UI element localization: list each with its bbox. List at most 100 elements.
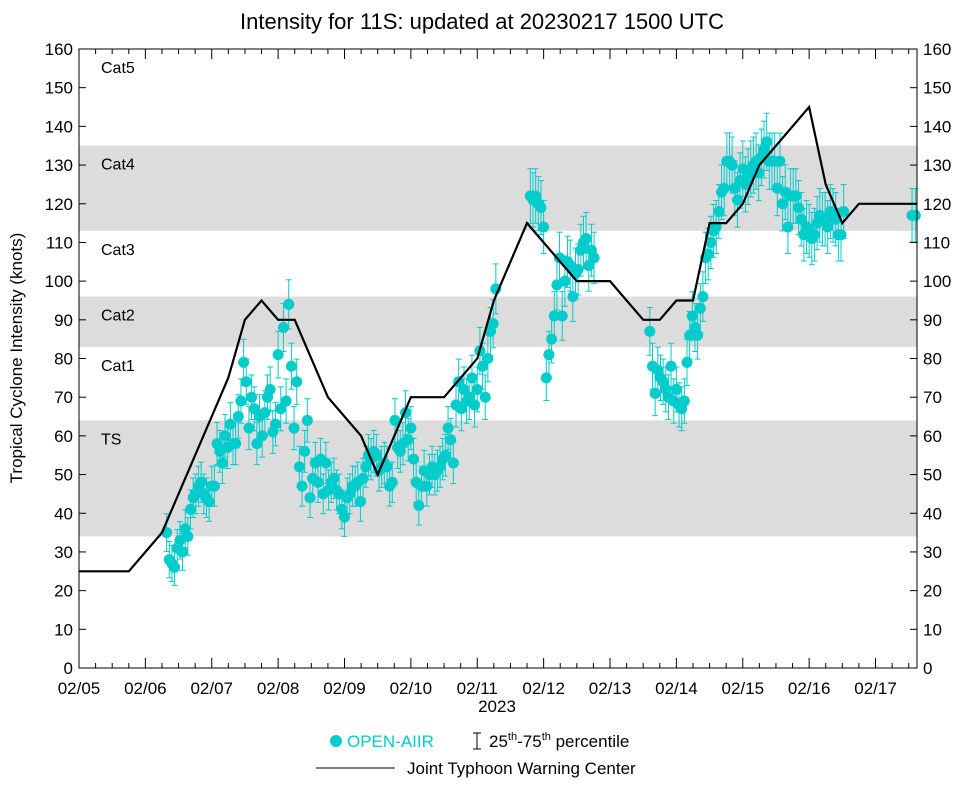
x-tick-label: 02/15	[721, 679, 764, 698]
y-tick-label-left: 120	[45, 195, 73, 214]
open-aiir-point	[782, 221, 794, 233]
legend-error-bar-icon	[473, 732, 481, 750]
open-aiir-point	[726, 159, 738, 171]
x-tick-label: 02/06	[124, 679, 167, 698]
y-tick-label-right: 30	[923, 543, 942, 562]
open-aiir-points	[161, 136, 921, 573]
open-aiir-point	[455, 403, 467, 415]
band-label-cat5: Cat5	[101, 60, 135, 77]
x-tick-label: 02/10	[390, 679, 433, 698]
open-aiir-point	[264, 383, 276, 395]
y-tick-label-right: 60	[923, 427, 942, 446]
open-aiir-point	[681, 356, 693, 368]
open-aiir-point	[777, 198, 789, 210]
open-aiir-point	[822, 221, 834, 233]
open-aiir-point	[230, 438, 242, 450]
open-aiir-point	[288, 422, 300, 434]
legend-jtwc-label: Joint Typhoon Warning Center	[407, 759, 636, 778]
open-aiir-point	[272, 349, 284, 361]
open-aiir-point	[588, 252, 600, 264]
y-tick-label-left: 0	[64, 659, 73, 678]
open-aiir-point	[705, 236, 717, 248]
x-tick-label: 02/05	[58, 679, 101, 698]
open-aiir-point	[185, 503, 197, 515]
open-aiir-point	[299, 445, 311, 457]
open-aiir-point	[312, 476, 324, 488]
open-aiir-point	[386, 476, 398, 488]
open-aiir-point	[678, 395, 690, 407]
open-aiir-point	[540, 372, 552, 384]
open-aiir-point	[649, 387, 661, 399]
band-label-ts: TS	[101, 431, 121, 448]
y-tick-label-left: 20	[54, 582, 73, 601]
y-tick-label-right: 90	[923, 311, 942, 330]
x-tick-label: 02/11	[457, 679, 498, 698]
open-aiir-point	[556, 310, 568, 322]
open-aiir-point	[269, 418, 281, 430]
y-tick-label-left: 10	[54, 620, 73, 639]
y-tick-label-left: 130	[45, 156, 73, 175]
open-aiir-point	[838, 205, 850, 217]
x-tick-label: 02/16	[788, 679, 831, 698]
open-aiir-point	[291, 376, 303, 388]
y-tick-label-right: 0	[923, 659, 932, 678]
y-tick-label-left: 100	[45, 272, 73, 291]
open-aiir-point	[246, 391, 258, 403]
x-tick-label: 02/14	[655, 679, 698, 698]
legend: OPEN-AIIR 25th-75th percentile Joint Typ…	[316, 731, 636, 778]
open-aiir-point	[808, 229, 820, 241]
open-aiir-point	[280, 395, 292, 407]
open-aiir-point	[320, 457, 332, 469]
open-aiir-point	[580, 233, 592, 245]
y-tick-label-left: 140	[45, 117, 73, 136]
y-tick-label-left: 70	[54, 388, 73, 407]
y-tick-label-right: 140	[923, 117, 951, 136]
x-axis: 02/05 02/06 02/07 02/08 02/09 02/10 02/11 02/12…	[58, 49, 910, 698]
open-aiir-point	[328, 472, 340, 484]
x-tick-label: 02/08	[257, 679, 300, 698]
open-aiir-point	[702, 248, 714, 260]
open-aiir-point	[583, 260, 595, 272]
band-cat4	[79, 145, 917, 231]
legend-percentile-label: 25th-75th percentile	[489, 731, 629, 751]
open-aiir-point	[731, 194, 743, 206]
open-aiir-point	[463, 391, 475, 403]
open-aiir-point	[479, 391, 491, 403]
open-aiir-point	[546, 333, 558, 345]
y-tick-label-right: 150	[923, 79, 951, 98]
y-tick-label-right: 20	[923, 582, 942, 601]
open-aiir-point	[445, 434, 457, 446]
y-axis-left: 0 10 20 30 40 50 60 70 80 90 100 110 120 130 140 150 160	[45, 40, 86, 678]
open-aiir-point	[644, 325, 656, 337]
open-aiir-point	[360, 461, 372, 473]
open-aiir-point	[692, 329, 704, 341]
x-tick-label: 02/12	[522, 679, 565, 698]
y-tick-label-right: 50	[923, 466, 942, 485]
open-aiir-point	[275, 403, 287, 415]
open-aiir-point	[405, 422, 417, 434]
open-aiir-point	[543, 349, 555, 361]
open-aiir-point	[277, 322, 289, 334]
x-axis-label: 2023	[478, 697, 516, 716]
open-aiir-point	[208, 480, 220, 492]
legend-open-aiir-marker	[330, 735, 342, 747]
open-aiir-point	[466, 372, 478, 384]
band-label-cat1: Cat1	[101, 358, 135, 375]
chart-title: Intensity for 11S: updated at 20230217 1…	[240, 9, 724, 34]
open-aiir-point	[729, 182, 741, 194]
open-aiir-point	[301, 414, 313, 426]
band-label-cat2: Cat2	[101, 308, 135, 325]
open-aiir-point	[243, 422, 255, 434]
y-tick-label-right: 70	[923, 388, 942, 407]
x-tick-label: 02/09	[323, 679, 366, 698]
open-aiir-point	[487, 318, 499, 330]
plot-series	[79, 104, 921, 586]
open-aiir-point	[572, 264, 584, 276]
open-aiir-point	[471, 383, 483, 395]
open-aiir-point	[285, 360, 297, 372]
x-tick-label: 02/13	[589, 679, 632, 698]
jtwc-line	[79, 104, 917, 573]
open-aiir-point	[793, 202, 805, 214]
y-tick-label-left: 150	[45, 79, 73, 98]
